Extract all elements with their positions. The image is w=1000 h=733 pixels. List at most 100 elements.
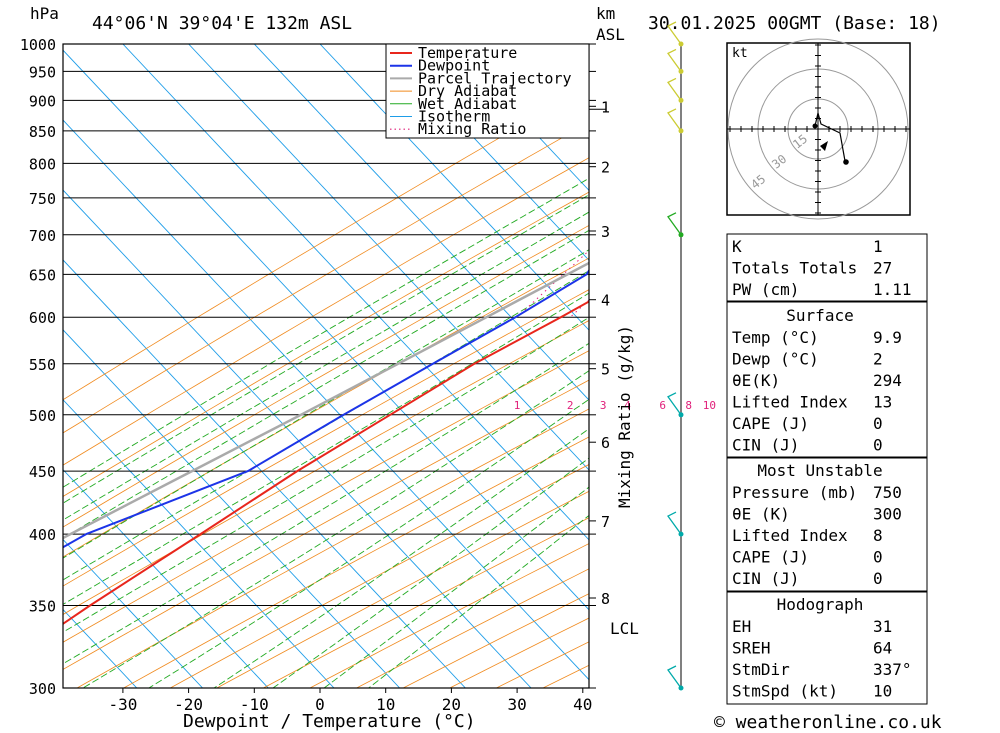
legend-label: Parcel Trajectory xyxy=(418,69,572,87)
table-row-value: 10 xyxy=(873,682,892,701)
table-row-value: 337° xyxy=(873,660,912,679)
legend-label: Dry Adiabat xyxy=(418,82,517,100)
pressure-tick-label: 800 xyxy=(29,155,56,173)
table-row-label: CIN (J) xyxy=(732,436,799,455)
pressure-tick-label: 650 xyxy=(29,266,56,284)
sounding-profiles xyxy=(63,261,589,626)
isotherm-line xyxy=(63,329,401,688)
height-km-ticks: 8 7 6 5 4 3 2 1 xyxy=(589,98,610,608)
legend-label: Wet Adiabat xyxy=(418,95,517,113)
wet-adiabat-line xyxy=(323,486,589,688)
wind-barb xyxy=(667,77,682,101)
temperature-tick-label: -20 xyxy=(174,695,203,714)
table-row-value: 0 xyxy=(873,569,883,588)
mixing-ratio-label: 3 xyxy=(600,399,607,412)
table-row-label: θE(K) xyxy=(732,371,780,390)
table-row-label: θE (K) xyxy=(732,505,790,524)
wet-adiabat-line xyxy=(63,342,589,665)
height-tick-label: 2 xyxy=(601,159,610,177)
isotherm-line xyxy=(63,468,269,688)
pressure-tick-label: 400 xyxy=(29,526,56,544)
mixing-ratio-label: 1 xyxy=(514,399,521,412)
table-row-label: SREH xyxy=(732,639,771,658)
table-row-label: Pressure (mb) xyxy=(732,483,857,502)
dry-adiabat-line xyxy=(170,464,589,688)
legend-label: Dewpoint xyxy=(418,57,490,75)
table-row-label: Dewp (°C) xyxy=(732,350,819,369)
table-box xyxy=(726,457,928,592)
hodograph-ring-label: 30 xyxy=(769,152,789,172)
hodograph-end-point xyxy=(843,159,849,165)
height-tick-label: 5 xyxy=(601,361,610,379)
height-tick-label: 3 xyxy=(601,223,610,241)
wet-adiabat-line xyxy=(82,370,589,688)
lcl-label: LCL xyxy=(610,619,639,638)
height-tick-label: 1 xyxy=(601,98,610,116)
temperature-tick-label: 0 xyxy=(315,695,325,714)
table-box xyxy=(726,591,928,705)
wet-adiabat-line xyxy=(213,428,589,688)
isotherm-line xyxy=(63,119,589,681)
dry-adiabat-line xyxy=(63,289,589,587)
hpa-unit-label: hPa xyxy=(30,4,59,23)
table-row-value: 8 xyxy=(873,526,883,545)
temperature-tick-label: 10 xyxy=(376,695,395,714)
table-row-label: StmSpd (kt) xyxy=(732,682,838,701)
wind-barb xyxy=(667,21,682,45)
wind-barb xyxy=(667,511,682,535)
pressure-tick-label: 450 xyxy=(29,463,56,481)
table-row-value: 1 xyxy=(873,237,883,256)
pressure-tick-label: 600 xyxy=(29,309,56,327)
dewpoint-line xyxy=(63,268,589,549)
datetime-title: 30.01.2025 00GMT (Base: 18) xyxy=(648,13,941,34)
asl-unit-label: ASL xyxy=(596,25,625,44)
table-row-value: 750 xyxy=(873,483,902,502)
pressure-tick-label: 750 xyxy=(29,190,56,208)
table-row-value: 64 xyxy=(873,639,892,658)
height-tick-label: 8 xyxy=(601,590,610,608)
wind-barb xyxy=(667,212,682,236)
table-row-value: 300 xyxy=(873,505,902,524)
table-row-label: EH xyxy=(732,617,751,636)
table-row-value: 0 xyxy=(873,436,883,455)
table-box xyxy=(726,233,928,302)
table-row-value: 2 xyxy=(873,350,883,369)
pressure-tick-label: 350 xyxy=(29,598,56,616)
table-row-label: StmDir xyxy=(732,660,790,679)
pressure-tick-labels: 300 350 400 450 500 550 600 650 700 750 800 850 900 9… xyxy=(20,36,56,698)
dry-adiabat-line xyxy=(76,408,589,688)
table-row-label: CAPE (J) xyxy=(732,414,809,433)
isotherm-line xyxy=(385,44,589,261)
wind-profile xyxy=(667,21,684,691)
dry-adiabat-line xyxy=(123,436,589,688)
isotherm-line xyxy=(451,44,589,192)
indices-tables: K 1 Totals Totals 27 PW (cm) 1.11 Surface Temp … xyxy=(726,233,928,705)
temperature-tick-label: -10 xyxy=(240,695,269,714)
isotherm-line xyxy=(63,538,203,688)
table-row-label: PW (cm) xyxy=(732,280,799,299)
hodograph-start-point xyxy=(812,123,818,129)
table-row-label: Lifted Index xyxy=(732,526,848,545)
isotherm-line xyxy=(188,44,589,471)
legend-box xyxy=(385,43,590,139)
table-row-label: Lifted Index xyxy=(732,393,848,412)
wind-barb xyxy=(667,48,682,72)
temperature-line xyxy=(63,300,589,626)
isotherm-line xyxy=(63,49,589,611)
pressure-tick-label: 1000 xyxy=(20,36,56,54)
table-row-label: K xyxy=(732,237,742,256)
table-row-label: Totals Totals xyxy=(732,259,857,278)
table-section-title: Surface xyxy=(786,306,853,325)
temperature-tick-labels: -30 -20 -10 0 10 20 30 40 xyxy=(108,688,592,714)
plot-frame xyxy=(62,43,590,689)
table-row-value: 13 xyxy=(873,393,892,412)
isotherm-line xyxy=(63,399,335,688)
table-box xyxy=(726,301,928,458)
location-title: 44°06'N 39°04'E 132m ASL xyxy=(92,13,352,34)
wet-adiabat-line xyxy=(63,229,589,539)
temperature-tick-label: 20 xyxy=(442,695,461,714)
wind-barb xyxy=(667,665,682,689)
legend-label: Isotherm xyxy=(418,108,490,126)
